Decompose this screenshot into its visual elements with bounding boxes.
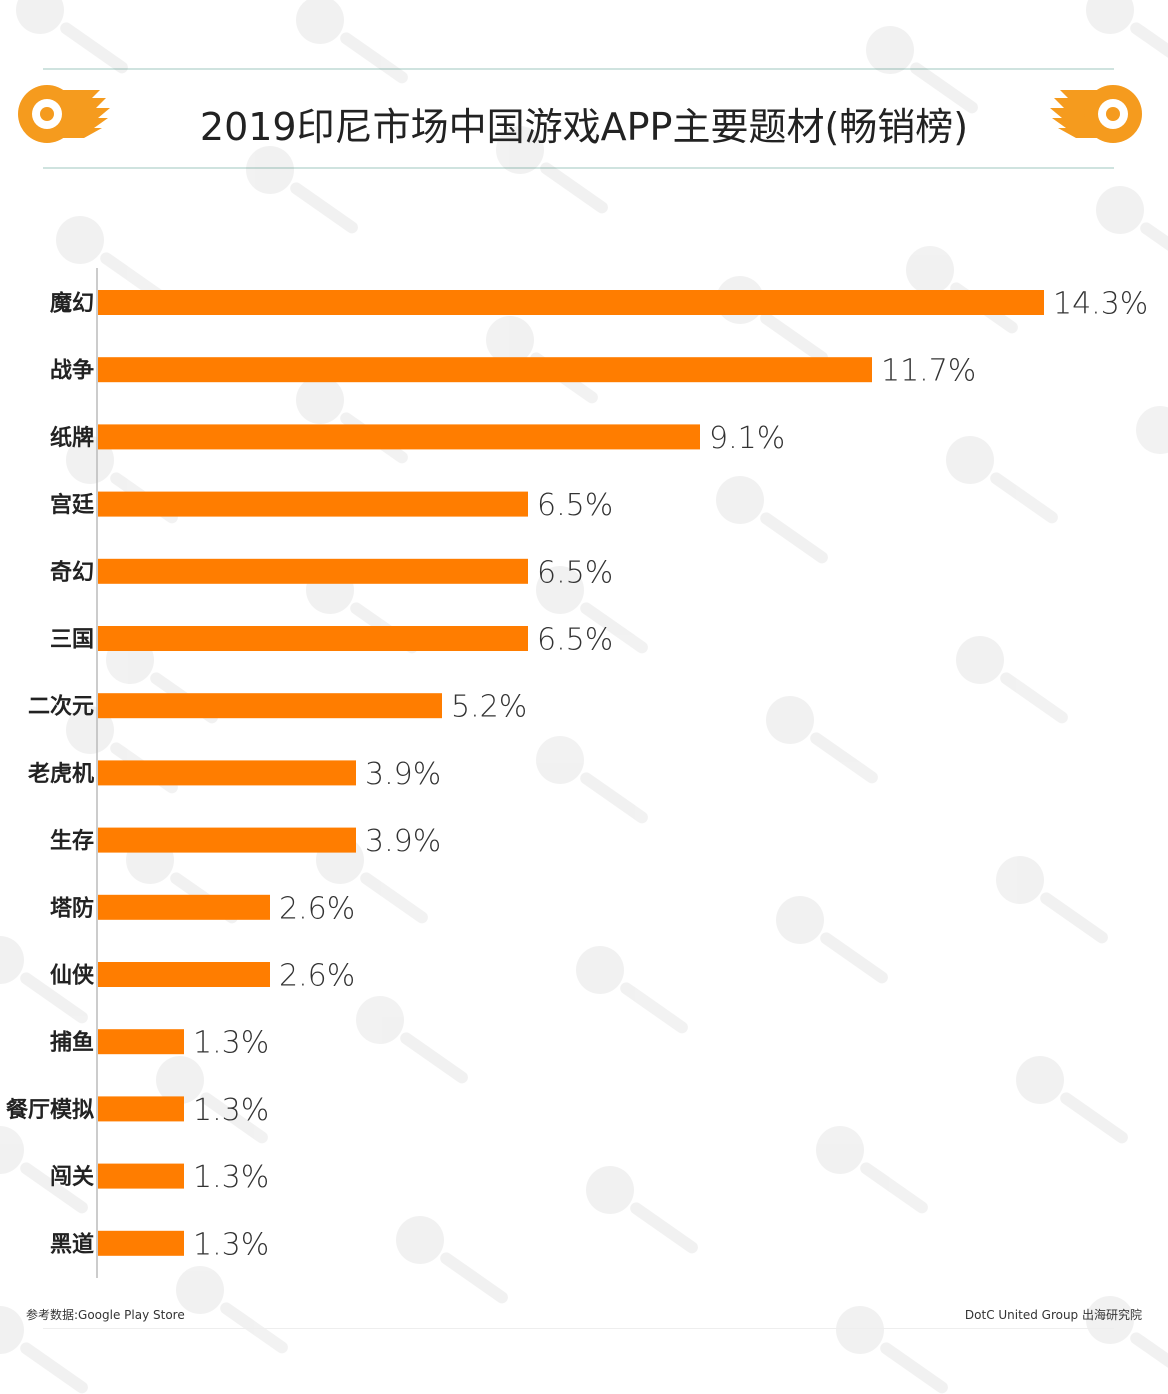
value-label: 2.6% — [279, 891, 355, 926]
value-label: 14.3% — [1053, 287, 1148, 322]
bar — [98, 760, 356, 786]
value-label: 1.3% — [193, 1160, 269, 1195]
value-label: 1.3% — [193, 1093, 269, 1128]
value-label: 1.3% — [193, 1227, 269, 1262]
data-source-note: 参考数据:Google Play Store — [26, 1308, 185, 1322]
header-bottom-rule — [43, 167, 1114, 169]
left-eye-badge-icon — [18, 85, 110, 143]
chart-title: 2019印尼市场中国游戏APP主要题材(畅销榜) — [199, 105, 969, 149]
bar — [98, 1029, 184, 1055]
publisher-credit: DotC United Group 出海研究院 — [964, 1308, 1142, 1322]
bar — [98, 558, 528, 584]
category-label: 宫廷 — [50, 492, 95, 518]
bar — [98, 491, 528, 517]
category-label: 三国 — [50, 628, 94, 653]
category-label: 塔防 — [50, 896, 94, 921]
value-label: 2.6% — [279, 959, 355, 994]
bar — [98, 894, 270, 920]
right-eye-badge-icon — [1050, 85, 1142, 143]
bar — [98, 357, 872, 383]
bar — [98, 693, 442, 719]
value-label: 6.5% — [537, 623, 613, 658]
category-label: 餐厅模拟 — [6, 1098, 94, 1123]
value-label: 5.2% — [451, 690, 527, 725]
category-label: 仙侠 — [50, 963, 95, 989]
bar — [98, 1230, 184, 1256]
value-label: 9.1% — [709, 421, 785, 456]
bar — [98, 1096, 184, 1122]
value-label: 3.9% — [365, 757, 441, 792]
category-label: 老虎机 — [27, 761, 94, 787]
bar — [98, 626, 528, 651]
category-label: 战争 — [50, 358, 94, 384]
category-label: 生存 — [50, 828, 94, 854]
category-label: 闯关 — [50, 1165, 94, 1190]
bar — [98, 290, 1044, 315]
category-label: 黑道 — [50, 1231, 94, 1257]
value-label: 11.7% — [881, 354, 976, 389]
bar — [98, 1163, 184, 1189]
value-label: 1.3% — [193, 1026, 269, 1061]
category-label: 奇幻 — [50, 559, 94, 585]
value-label: 3.9% — [365, 824, 441, 859]
value-label: 6.5% — [537, 488, 613, 523]
header-top-rule — [43, 68, 1114, 70]
category-label: 捕鱼 — [50, 1030, 94, 1056]
category-label: 魔幻 — [50, 291, 94, 317]
footer-rule — [43, 1328, 1114, 1329]
bar — [98, 827, 356, 853]
category-label: 二次元 — [28, 694, 94, 720]
bar — [98, 424, 700, 450]
bar — [98, 962, 270, 987]
category-label: 纸牌 — [50, 425, 94, 451]
value-label: 6.5% — [537, 555, 613, 590]
